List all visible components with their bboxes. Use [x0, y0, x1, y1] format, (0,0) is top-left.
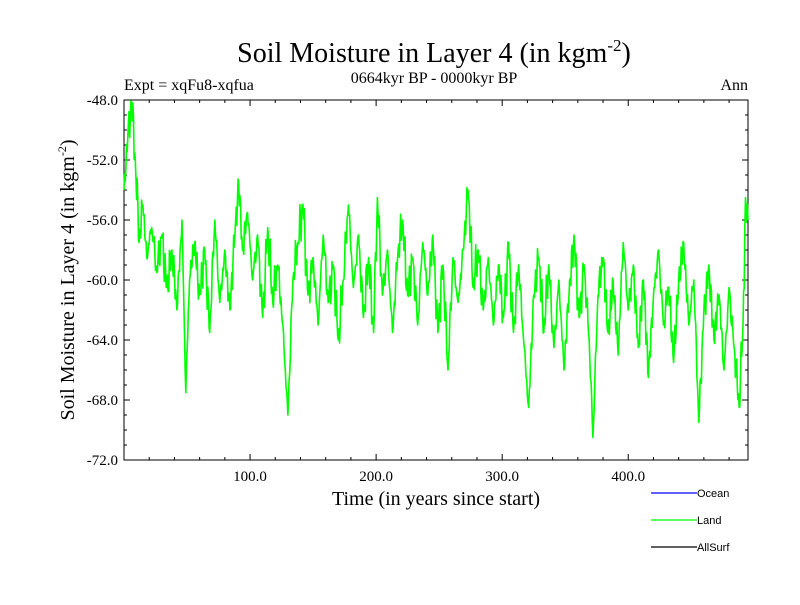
x-tick-label: 400.0 [611, 469, 645, 485]
y-axis: -48.0 -52.0 -56.0 -60.0 -64.0 -68.0 -72.0 [87, 93, 748, 469]
legend: Ocean Land AllSurf [651, 488, 730, 554]
x-axis: 100.0 200.0 300.0 400.0 [148, 100, 730, 485]
y-tick-label: -60.0 [87, 273, 118, 289]
chart-title: Soil Moisture in Layer 4 (in kgm-2) [237, 36, 631, 69]
y-tick-label: -48.0 [87, 93, 118, 109]
x-tick-label: 200.0 [359, 469, 393, 485]
right-label: Ann [720, 77, 748, 94]
left-label: Expt = xqFu8-xqfua [124, 77, 254, 94]
series-layer [123, 100, 749, 439]
x-tick-label: 300.0 [485, 469, 519, 485]
legend-label-allsurf: AllSurf [697, 542, 730, 554]
y-axis-title-main: Soil Moisture in Layer 4 (in kgm [57, 156, 79, 421]
chart-title-main: Soil Moisture in Layer 4 (in kgm [237, 38, 607, 69]
y-tick-label: -52.0 [87, 153, 118, 169]
x-tick-label: 100.0 [233, 469, 267, 485]
legend-label-ocean: Ocean [697, 488, 729, 500]
y-tick-label: -72.0 [87, 453, 118, 469]
y-axis-title-superscript: -2 [55, 146, 69, 156]
y-tick-label: -56.0 [87, 213, 118, 229]
y-tick-label: -64.0 [87, 333, 118, 349]
chart-title-close: ) [622, 38, 631, 69]
x-axis-title: Time (in years since start) [332, 488, 540, 510]
chart-title-superscript: -2 [607, 36, 621, 55]
series-line-land [123, 100, 749, 439]
chart-subtitle: 0664kyr BP - 0000kyr BP [351, 70, 518, 87]
legend-label-land: Land [697, 515, 721, 527]
y-axis-title-close: ) [57, 139, 79, 146]
y-axis-title: Soil Moisture in Layer 4 (in kgm-2) [55, 139, 79, 420]
y-tick-label: -68.0 [87, 393, 118, 409]
